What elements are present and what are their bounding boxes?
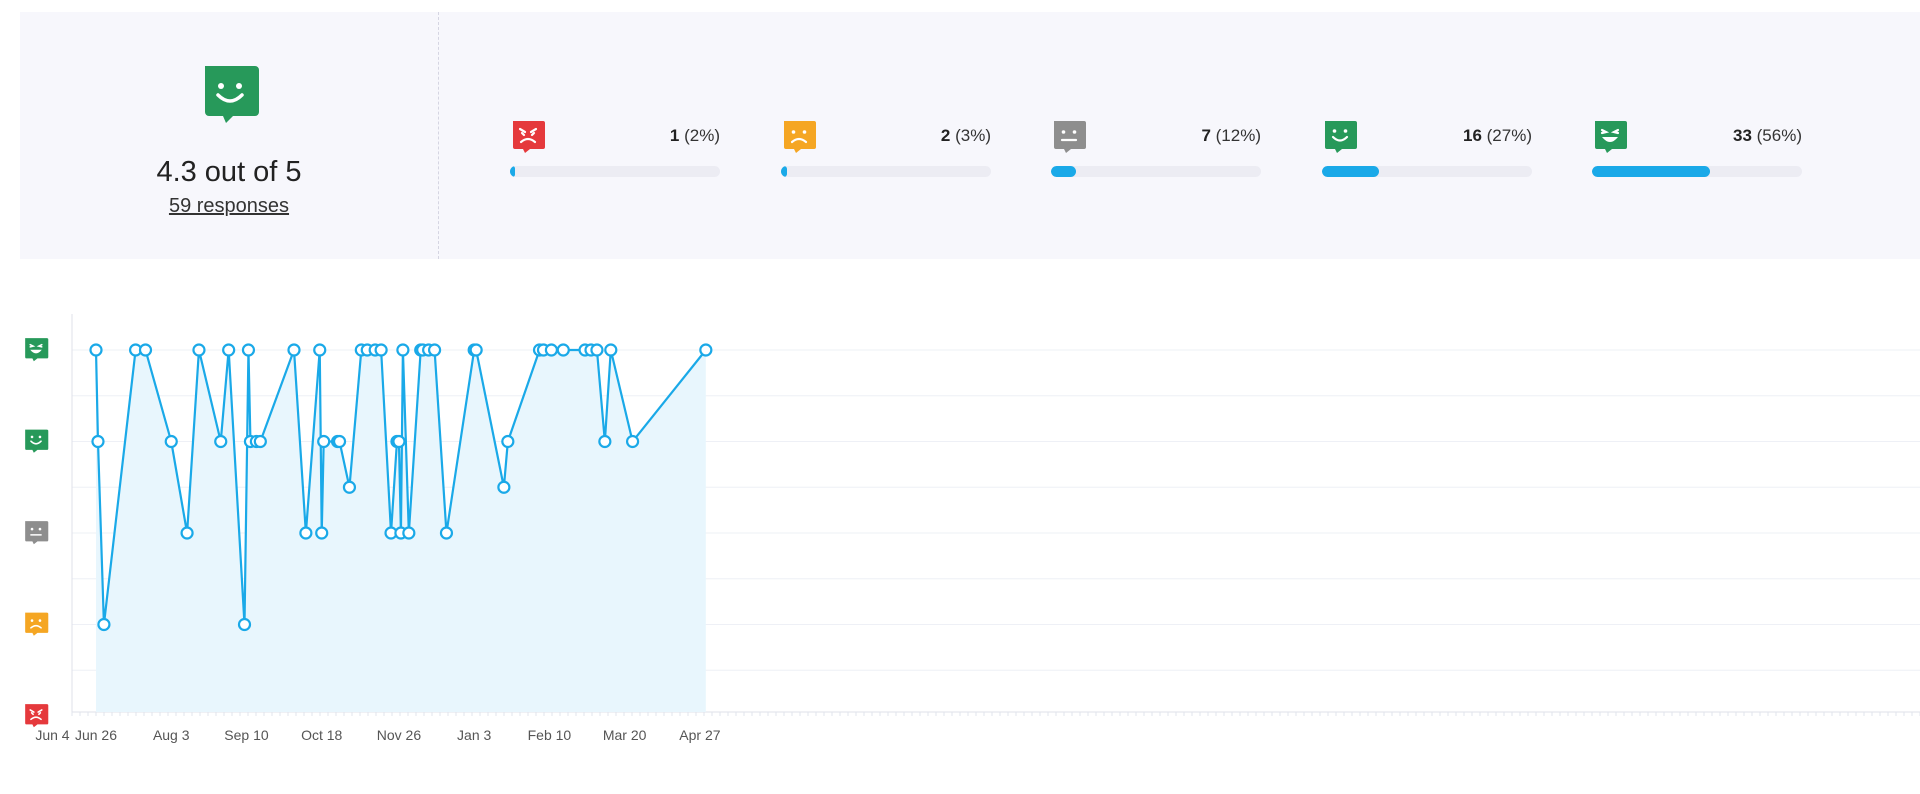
neutral-face-icon [1054, 121, 1086, 153]
rating-bucket-2: 2 (3%) [781, 104, 991, 184]
rating-bucket-5: 33 (56%) [1592, 104, 1802, 184]
rating-bar-track [781, 166, 991, 177]
rating-bar-fill [510, 166, 516, 177]
neutral-face-icon [25, 521, 49, 545]
data-point[interactable] [313, 343, 327, 357]
data-point[interactable] [544, 343, 559, 357]
x-tick-label: Aug 3 [153, 727, 190, 743]
rating-count-percent: (27%) [1481, 126, 1532, 145]
data-point[interactable] [342, 480, 357, 494]
rating-bar-track [1592, 166, 1802, 177]
x-tick-label: Jun 4 [35, 727, 69, 743]
data-point[interactable] [396, 343, 410, 357]
rating-count-percent: (3%) [950, 126, 991, 145]
rating-count-percent: (2%) [679, 126, 720, 145]
data-point[interactable] [556, 343, 570, 357]
data-point[interactable] [332, 434, 347, 449]
data-point[interactable] [590, 343, 604, 357]
data-point[interactable] [699, 343, 713, 357]
rating-count: 7 (12%) [1201, 126, 1261, 146]
data-point[interactable] [439, 526, 454, 540]
data-point[interactable] [317, 434, 331, 449]
rating-count: 33 (56%) [1733, 126, 1802, 146]
data-point[interactable] [299, 526, 313, 540]
data-point[interactable] [214, 434, 228, 449]
rating-bar-track [1051, 166, 1261, 177]
data-point[interactable] [97, 617, 111, 632]
rating-count-number: 7 [1201, 126, 1211, 145]
rating-count-number: 1 [669, 126, 680, 145]
data-point[interactable] [501, 434, 515, 449]
rating-count-percent: (56%) [1751, 126, 1802, 145]
grin-face-icon [1595, 121, 1627, 153]
angry-face-icon [513, 121, 545, 153]
data-point[interactable] [222, 343, 236, 357]
data-point[interactable] [180, 526, 194, 540]
x-tick-label: Jan 3 [457, 727, 491, 743]
sad-face-icon [784, 121, 816, 153]
rating-count-percent: (12%) [1210, 126, 1261, 145]
smile-face-icon [1325, 121, 1357, 153]
data-point[interactable] [469, 343, 483, 357]
neutral-face-icon [1054, 121, 1086, 153]
x-tick-label: Nov 26 [377, 727, 422, 743]
data-point[interactable] [427, 343, 442, 357]
data-point[interactable] [497, 480, 511, 494]
data-point[interactable] [287, 343, 301, 357]
sad-face-icon [784, 121, 816, 153]
data-point[interactable] [164, 434, 178, 449]
summary-panel: 4.3 out of 5 59 responses 1 (2%) 2 (3%) 7 … [20, 12, 1920, 259]
rating-bucket-3: 7 (12%) [1051, 104, 1261, 184]
data-point[interactable] [374, 343, 388, 357]
rating-bucket-1: 1 (2%) [510, 104, 720, 184]
data-point[interactable] [192, 343, 206, 357]
rating-bar-fill [781, 166, 788, 177]
rating-trend-chart: Jun 26 Aug 3 Sep 10 Oct 18 Nov 26 Jan 3 Feb 10… [0, 300, 1920, 794]
rating-bar-fill [1592, 166, 1710, 177]
x-tick-label: Sep 10 [224, 727, 269, 743]
angry-face-icon [25, 704, 49, 728]
rating-bar-track [510, 166, 720, 177]
rating-trend-svg: Jun 26 Aug 3 Sep 10 Oct 18 Nov 26 Jan 3 Feb 10… [25, 314, 1920, 743]
rating-count-number: 16 [1463, 126, 1482, 145]
responses-link[interactable]: 59 responses [168, 195, 290, 217]
data-point[interactable] [402, 526, 416, 540]
data-point[interactable] [392, 434, 406, 449]
rating-count: 1 (2%) [670, 126, 720, 146]
smile-face-icon [25, 429, 49, 453]
data-point[interactable] [625, 434, 640, 449]
average-score-box: 4.3 out of 5 59 responses [20, 12, 439, 259]
x-tick-label: Mar 20 [603, 727, 647, 743]
data-point[interactable] [253, 434, 267, 449]
smile-face-icon [1325, 121, 1357, 153]
rating-bucket-4: 16 (27%) [1322, 104, 1532, 184]
data-point[interactable] [237, 617, 252, 632]
rating-bar-fill [1051, 166, 1077, 177]
grin-face-icon [1595, 121, 1627, 153]
sad-face-icon [25, 612, 49, 636]
average-score: 4.3 out of 5 [156, 156, 302, 188]
rating-count-number: 33 [1733, 126, 1752, 145]
data-point[interactable] [598, 434, 612, 449]
angry-face-icon [513, 121, 545, 153]
x-tick-label: Jun 26 [75, 727, 117, 743]
data-point[interactable] [315, 526, 329, 540]
grin-face-icon [25, 338, 49, 362]
x-tick-label: Apr 27 [679, 727, 720, 743]
rating-count-number: 2 [940, 126, 951, 145]
data-point[interactable] [91, 434, 105, 449]
data-point[interactable] [241, 343, 256, 357]
x-tick-label: Oct 18 [301, 727, 342, 743]
x-tick-label: Feb 10 [528, 727, 572, 743]
rating-count: 2 (3%) [941, 126, 991, 146]
data-point[interactable] [138, 343, 153, 357]
data-point[interactable] [604, 343, 618, 357]
rating-bar-fill [1322, 166, 1379, 177]
rating-count: 16 (27%) [1463, 126, 1532, 146]
rating-bar-track [1322, 166, 1532, 177]
smile-face-icon [205, 66, 259, 123]
data-point[interactable] [89, 343, 103, 357]
